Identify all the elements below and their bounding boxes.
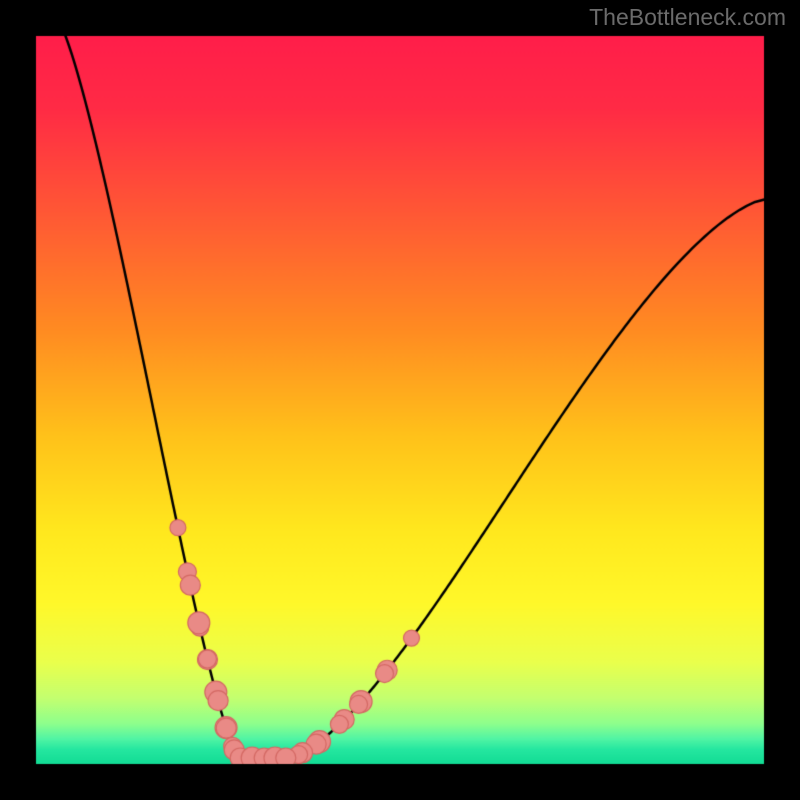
bottleneck-chart-canvas [0, 0, 800, 800]
chart-stage: TheBottleneck.com [0, 0, 800, 800]
watermark-label: TheBottleneck.com [589, 4, 786, 31]
